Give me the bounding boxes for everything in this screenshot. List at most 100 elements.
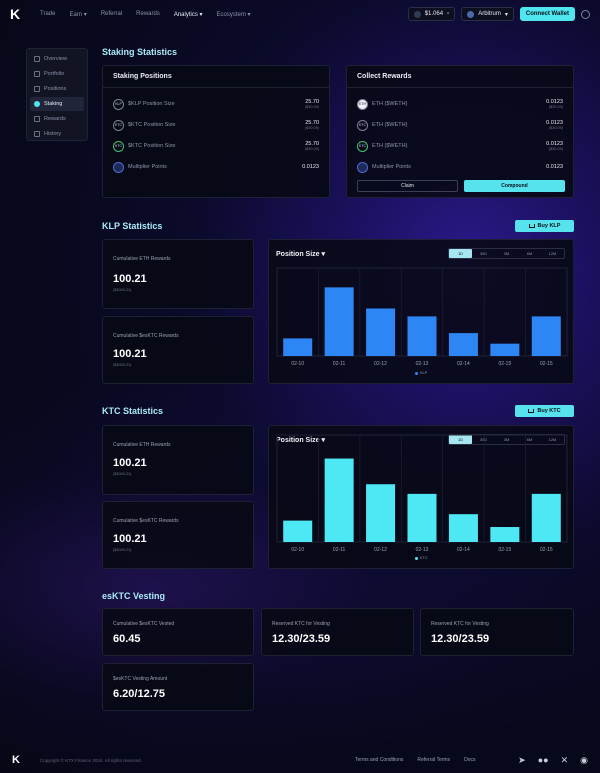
staking-positions-card: Staking Positions KLP $KLP Position Size… xyxy=(102,65,330,198)
nav-link-ecosystem[interactable]: Ecosystem ▾ xyxy=(216,11,251,18)
card-header: Staking Positions xyxy=(103,66,329,88)
discord-icon[interactable]: ◉ xyxy=(580,754,588,765)
legend-label: KLP xyxy=(420,371,428,375)
value: 25.70 xyxy=(305,120,319,126)
sidebar-item-portfolio[interactable]: Portfolio xyxy=(30,67,84,81)
chart-title-dropdown[interactable]: Position Size ▾ xyxy=(276,437,326,444)
chart-bar[interactable] xyxy=(407,316,437,356)
x-tick-label: 02-10 xyxy=(291,361,304,367)
reward-row: KTC ETH ($WETH) 0.0123 ($30.09) xyxy=(357,136,563,156)
footer-link-docs[interactable]: Docs xyxy=(464,757,476,763)
stat-label: Cumulative $esKTC Rewards xyxy=(113,333,179,339)
sidebar-item-positions[interactable]: Positions xyxy=(30,82,84,96)
network-label: Arbitrum xyxy=(478,11,501,17)
stat-value: 100.21 xyxy=(113,533,147,545)
position-row: KTC $KTC Position Size 25.70 ($30.09) xyxy=(113,136,319,156)
position-row: KLP $KLP Position Size 25.70 ($30.09) xyxy=(113,94,319,114)
sidebar-item-staking[interactable]: Staking xyxy=(30,97,84,111)
ktc-position-chart-card: Position Size ▾ 1D 30D 3M 6M 12M 02-10 02… xyxy=(268,425,574,569)
footer-link-referral-terms[interactable]: Referral Terms xyxy=(417,757,451,763)
nav-link-referral[interactable]: Referral xyxy=(100,10,123,17)
range-tab-6m[interactable]: 6M xyxy=(526,437,533,442)
reward-row: ETH ETH ($WETH) 0.0123 ($30.09) xyxy=(357,94,563,114)
range-tab-1d[interactable]: 1D xyxy=(449,249,472,258)
value: 0.0123 xyxy=(302,164,319,170)
chart-bar[interactable] xyxy=(324,287,354,356)
x-tick-label: 02-15 xyxy=(498,361,511,367)
row-value: 25.70 ($30.09) xyxy=(305,99,319,109)
network-selector[interactable]: Arbitrum ▾ xyxy=(461,7,514,21)
footer-link-terms[interactable]: Terms and Conditions xyxy=(355,757,404,763)
vesting-card: Cumulative $esKTC Vested 60.45 xyxy=(102,608,254,656)
sidebar-item-history[interactable]: History xyxy=(30,127,84,141)
chart-bar[interactable] xyxy=(366,484,396,542)
logo[interactable]: K xyxy=(10,6,21,22)
chart-bar[interactable] xyxy=(531,493,561,542)
stat-value: 100.21 xyxy=(113,457,147,469)
chart-bar[interactable] xyxy=(324,458,354,542)
chart-bar[interactable] xyxy=(448,333,478,356)
connect-wallet-button[interactable]: Connect Wallet xyxy=(519,7,575,21)
chart-bar[interactable] xyxy=(366,308,396,356)
range-tab-3m[interactable]: 3M xyxy=(503,437,510,442)
sidebar-item-overview[interactable]: Overview xyxy=(30,52,84,66)
compound-button[interactable]: Compound xyxy=(464,180,565,192)
row-label: ETH ($WETH) xyxy=(372,101,408,107)
nav-link-analytics[interactable]: Analytics ▾ xyxy=(173,11,203,18)
range-tab-12m[interactable]: 12M xyxy=(548,251,557,256)
usd-value: ($30.09) xyxy=(548,126,563,130)
x-tick-label: 02-15 xyxy=(540,361,553,367)
telegram-icon[interactable]: ➤ xyxy=(518,754,526,765)
row-label: $KTC Position Size xyxy=(128,143,176,149)
range-tab-30d[interactable]: 30D xyxy=(479,437,488,442)
globe-icon[interactable] xyxy=(581,9,590,19)
range-tab-1d[interactable]: 1D xyxy=(449,435,472,444)
nav-link-earn[interactable]: Earn ▾ xyxy=(69,11,87,18)
sidebar-item-rewards[interactable]: Rewards xyxy=(30,112,84,126)
price-pill[interactable]: $1.064 ▫ xyxy=(407,7,456,21)
usd-value: ($30.09) xyxy=(304,147,319,151)
multiplier-points-icon xyxy=(357,161,368,173)
stat-sub: ($3000.21) xyxy=(113,548,132,552)
x-icon[interactable]: ✕ xyxy=(560,754,569,765)
klp-esktc-rewards-card: Cumulative $esKTC Rewards 100.21 ($3000.… xyxy=(102,316,254,384)
top-nav: K Trade Earn ▾ Referral Rewards Analytic… xyxy=(0,0,600,28)
row-label: $KTC Position Size xyxy=(128,122,176,128)
row-value: 0.0123 xyxy=(546,164,563,170)
range-tab-12m[interactable]: 12M xyxy=(548,437,557,442)
klp-position-chart-card: Position Size ▾ 1D 30D 3M 6M 12M 02-10 02… xyxy=(268,239,574,384)
positions-icon xyxy=(34,86,40,92)
sidebar-item-label: Rewards xyxy=(44,116,66,122)
x-tick-label: 02-10 xyxy=(291,547,304,553)
usd-value: ($30.09) xyxy=(304,105,319,109)
nav-link-trade[interactable]: Trade xyxy=(40,10,56,17)
claim-button[interactable]: Claim xyxy=(357,180,458,192)
medium-icon[interactable]: ●● xyxy=(537,754,549,765)
chart-bar[interactable] xyxy=(448,514,478,542)
range-tab-6m[interactable]: 6M xyxy=(526,251,533,256)
klp-eth-rewards-card: Cumulative ETH Rewards 100.21 ($3000.21) xyxy=(102,239,254,309)
chart-bar[interactable] xyxy=(531,316,561,356)
reward-row: Multiplier Points 0.0123 xyxy=(357,157,563,177)
value: 0.0123 xyxy=(546,120,563,126)
collect-rewards-card: Collect Rewards ETH ETH ($WETH) 0.0123 ($… xyxy=(346,65,574,198)
chart-legend: KLP xyxy=(415,371,427,375)
range-tab-3m[interactable]: 3M xyxy=(503,251,510,256)
chart-bar[interactable] xyxy=(490,343,520,356)
klp-token-icon: KLP xyxy=(113,98,124,110)
social-links: ➤ ●● ✕ ◉ xyxy=(518,755,588,766)
nav-link-rewards[interactable]: Rewards xyxy=(136,10,160,17)
footer-links: Terms and Conditions Referral Terms Docs xyxy=(355,757,475,763)
chart-bar[interactable] xyxy=(490,527,520,542)
chart-bar[interactable] xyxy=(283,338,313,356)
row-value: 0.0123 ($30.09) xyxy=(546,99,563,109)
chart-title-dropdown[interactable]: Position Size ▾ xyxy=(276,251,326,258)
ktc-token-icon xyxy=(413,10,421,18)
chart-bar[interactable] xyxy=(283,520,313,542)
card-title: Collect Rewards xyxy=(357,73,412,80)
footer-logo[interactable]: K xyxy=(12,754,20,766)
buy-ktc-button[interactable]: Buy KTC xyxy=(515,405,574,417)
buy-klp-button[interactable]: Buy KLP xyxy=(515,220,574,232)
range-tab-30d[interactable]: 30D xyxy=(479,251,488,256)
chart-bar[interactable] xyxy=(407,493,437,542)
